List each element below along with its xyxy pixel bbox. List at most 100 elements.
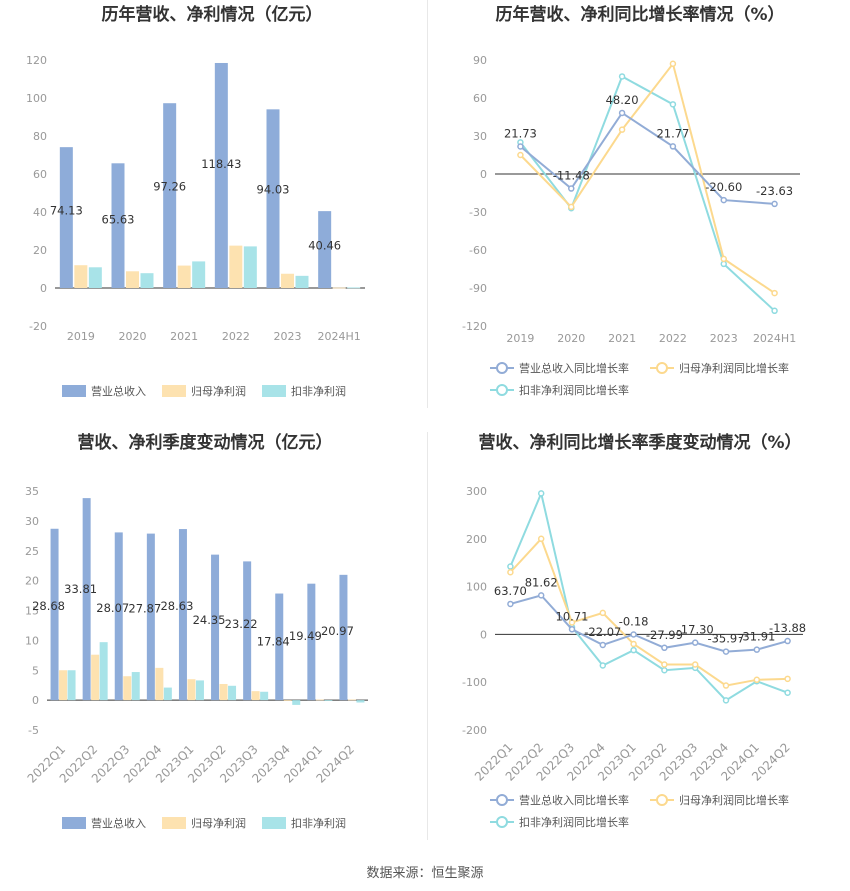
parent-profit-growth-point bbox=[507, 569, 514, 576]
x-tick-label: 2023 bbox=[710, 332, 738, 345]
deducted-profit-growth-point bbox=[720, 260, 727, 268]
revenue-growth-point bbox=[568, 185, 575, 192]
y-tick-label: -100 bbox=[462, 676, 487, 689]
y-tick-label: -30 bbox=[469, 206, 487, 219]
y-tick-label: 300 bbox=[466, 485, 487, 498]
vertical-divider-top bbox=[427, 0, 428, 408]
revenue-growth-data-label: -23.63 bbox=[756, 184, 793, 198]
revenue-bar bbox=[307, 583, 316, 701]
deducted-profit-growth-point bbox=[771, 307, 778, 315]
parent-profit-growth-point bbox=[568, 203, 575, 211]
deducted-profit-bar bbox=[131, 672, 140, 701]
parent-profit-bar bbox=[251, 691, 260, 701]
revenue-bar bbox=[178, 529, 187, 701]
deducted-profit-bar bbox=[88, 267, 102, 288]
revenue-growth-data-label: -17.30 bbox=[677, 623, 714, 637]
revenue-bar bbox=[243, 561, 252, 701]
revenue-growth-data-label: -31.91 bbox=[738, 630, 775, 644]
y-tick-label: 60 bbox=[473, 92, 487, 105]
x-tick-label: 2024H1 bbox=[753, 332, 796, 345]
revenue-data-label: 74.13 bbox=[50, 204, 83, 218]
x-tick-label: 2023 bbox=[274, 330, 302, 343]
y-tick-label: 120 bbox=[26, 54, 47, 67]
deducted-profit-growth-point bbox=[618, 73, 626, 80]
revenue-bar bbox=[50, 528, 59, 701]
revenue-data-label: 118.43 bbox=[201, 157, 241, 171]
revenue-data-label: 20.97 bbox=[321, 624, 354, 638]
revenue-bar bbox=[163, 103, 177, 289]
parent-profit-growth-point bbox=[722, 682, 730, 689]
revenue-growth-line bbox=[510, 594, 788, 653]
revenue-growth-point bbox=[722, 648, 730, 655]
y-tick-label: 80 bbox=[33, 130, 47, 143]
y-tick-label: 20 bbox=[25, 575, 39, 588]
y-tick-label: 0 bbox=[40, 282, 47, 295]
revenue-growth-point bbox=[720, 196, 727, 204]
deducted-profit-bar bbox=[243, 246, 257, 288]
revenue-growth-point bbox=[771, 200, 778, 208]
legend-swatch bbox=[262, 385, 286, 397]
revenue-bar bbox=[318, 211, 332, 288]
revenue-data-label: 33.81 bbox=[64, 582, 97, 596]
chart-title: 营收、净利同比增长率季度变动情况（%） bbox=[478, 432, 801, 453]
revenue-growth-data-label: -11.48 bbox=[553, 169, 590, 183]
parent-profit-growth-point bbox=[599, 609, 607, 617]
revenue-data-label: 23.22 bbox=[225, 617, 258, 631]
deducted-profit-bar bbox=[195, 680, 204, 701]
x-tick-label: 2022 bbox=[659, 332, 687, 345]
revenue-data-label: 27.87 bbox=[128, 602, 161, 616]
legend-label: 营业总收入 bbox=[91, 384, 146, 398]
legend-label: 归母净利润同比增长率 bbox=[679, 361, 789, 375]
legend-label: 营业总收入 bbox=[91, 816, 146, 830]
revenue-growth-point bbox=[753, 646, 761, 653]
y-tick-label: 15 bbox=[25, 605, 39, 618]
x-tick-label: 2020 bbox=[119, 330, 147, 343]
revenue-data-label: 40.46 bbox=[308, 239, 341, 253]
parent-profit-bar bbox=[281, 273, 294, 288]
x-tick-label: 2024H1 bbox=[318, 330, 361, 343]
deducted-profit-growth-point bbox=[784, 689, 791, 696]
deducted-profit-growth-point bbox=[537, 490, 545, 497]
parent-profit-growth-point bbox=[517, 151, 524, 159]
deducted-profit-bar bbox=[324, 700, 333, 701]
legend-marker bbox=[656, 794, 668, 806]
x-tick-label: 2020 bbox=[557, 332, 585, 345]
parent-profit-bar bbox=[347, 699, 356, 701]
parent-profit-growth-point bbox=[537, 535, 545, 543]
y-tick-label: 20 bbox=[33, 244, 47, 257]
revenue-bar bbox=[114, 532, 123, 701]
y-tick-label: 30 bbox=[25, 515, 39, 528]
revenue-growth-point bbox=[507, 600, 514, 608]
deducted-profit-bar bbox=[356, 700, 365, 703]
revenue-growth-point bbox=[599, 641, 607, 649]
deducted-profit-bar bbox=[140, 273, 154, 288]
parent-profit-bar bbox=[74, 265, 88, 288]
parent-profit-growth-point bbox=[720, 255, 727, 263]
legend-label: 营业总收入同比增长率 bbox=[519, 793, 629, 807]
vertical-divider-bottom bbox=[427, 432, 428, 840]
chart-title: 历年营收、净利情况（亿元） bbox=[102, 4, 323, 25]
revenue-bar bbox=[82, 498, 91, 701]
annual-revenue-profit-bar-chart: 历年营收、净利情况（亿元） -20 0 20 40 60 80 100 120 2019 74.13… bbox=[26, 4, 365, 398]
quarterly-revenue-profit-bar-chart: 营收、净利季度变动情况（亿元）-5051015202530352022Q128.… bbox=[25, 432, 368, 830]
parent-profit-growth-point bbox=[784, 675, 791, 683]
parent-profit-bar bbox=[155, 667, 164, 701]
revenue-growth-point bbox=[618, 109, 626, 117]
legend-marker bbox=[496, 794, 508, 806]
legend-marker bbox=[496, 362, 508, 374]
quarterly-growth-rate-line-chart: 营收、净利同比增长率季度变动情况（%）-200-1000100200300202… bbox=[462, 432, 806, 829]
parent-profit-bar bbox=[229, 245, 243, 288]
legend-label: 营业总收入同比增长率 bbox=[519, 361, 629, 375]
parent-profit-growth-line bbox=[519, 61, 776, 294]
parent-profit-growth-line bbox=[509, 536, 788, 687]
revenue-growth-data-label: -13.88 bbox=[769, 621, 806, 635]
revenue-growth-data-label: -0.18 bbox=[619, 614, 649, 628]
revenue-bar bbox=[339, 574, 348, 701]
legend-swatch bbox=[62, 385, 86, 397]
parent-profit-growth-point bbox=[691, 661, 699, 668]
legend-label: 归母净利润 bbox=[191, 384, 246, 398]
deducted-profit-growth-point bbox=[669, 101, 677, 108]
legend-swatch bbox=[262, 817, 286, 829]
y-tick-label: -5 bbox=[28, 724, 39, 737]
y-tick-label: 10 bbox=[25, 634, 39, 647]
